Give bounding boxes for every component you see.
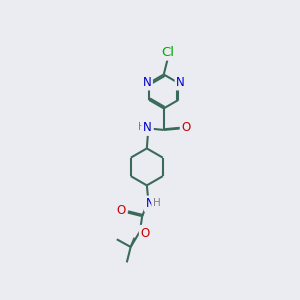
Text: N: N — [176, 76, 185, 89]
Text: H: H — [138, 122, 145, 132]
Text: H: H — [153, 198, 161, 208]
Text: O: O — [141, 226, 150, 240]
Text: N: N — [143, 121, 152, 134]
Text: Cl: Cl — [161, 46, 174, 59]
Text: N: N — [142, 76, 151, 89]
Text: N: N — [146, 197, 154, 210]
Text: O: O — [182, 121, 191, 134]
Text: O: O — [117, 203, 126, 217]
